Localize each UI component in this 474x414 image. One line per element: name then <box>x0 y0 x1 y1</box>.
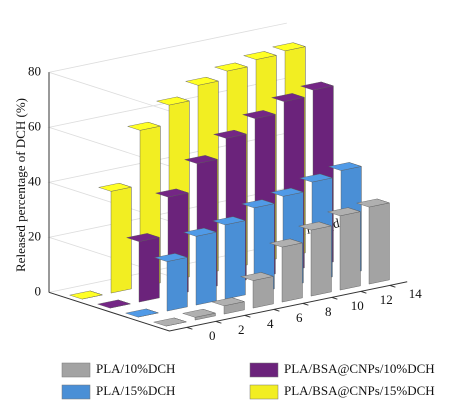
bar <box>297 221 333 297</box>
bar-top <box>210 297 246 307</box>
legend-swatch <box>61 384 91 400</box>
legend-label: PLA/15%DCH <box>96 383 175 398</box>
x-tick-label: 0 <box>209 328 216 343</box>
bar <box>239 272 275 309</box>
bar <box>211 216 247 300</box>
y-axis-label: Released percentage of DCH (%) <box>13 98 28 272</box>
bar-front <box>252 276 274 309</box>
bar-top <box>213 62 249 72</box>
bar-top <box>96 299 132 309</box>
legend-swatch <box>61 362 91 378</box>
bar-front <box>110 186 132 294</box>
legend-label: PLA/BSA@CNPs/15%DCH <box>284 383 435 398</box>
x-tick <box>186 326 193 330</box>
bar-top <box>297 221 333 231</box>
x-tick <box>331 296 338 300</box>
bar-top <box>97 182 133 192</box>
bar-front <box>310 225 332 297</box>
bar-top <box>125 233 161 242</box>
bar-top <box>298 173 334 183</box>
bar-top <box>212 129 248 139</box>
bar-top <box>242 51 278 60</box>
bar-front <box>281 242 303 303</box>
bar-top <box>124 308 160 318</box>
bar <box>125 233 161 303</box>
bar <box>96 299 132 309</box>
x-tick-label: 6 <box>296 310 303 325</box>
bar-front <box>195 231 217 306</box>
bar-top <box>271 42 307 52</box>
bar-top <box>299 81 335 91</box>
x-tick <box>302 302 309 306</box>
bar <box>210 297 246 315</box>
x-tick-label: 10 <box>351 298 364 313</box>
x-tick-label: 8 <box>325 304 332 319</box>
grid-line <box>47 22 287 112</box>
x-tick-label: 2 <box>238 322 245 337</box>
bar-top <box>211 216 247 226</box>
bar <box>268 238 304 303</box>
x-tick-label: 4 <box>267 316 274 331</box>
grid-line <box>47 77 287 167</box>
x-tick-label: 12 <box>380 292 393 307</box>
y-tick-label: 80 <box>28 63 41 78</box>
bar-top <box>183 155 219 164</box>
x-tick-label: 14 <box>409 286 423 301</box>
y-tick-label: 0 <box>35 283 42 298</box>
legend-swatch <box>249 384 279 400</box>
bar-top <box>68 290 104 300</box>
bar-top <box>239 272 275 281</box>
bar <box>124 308 160 318</box>
legend-label: PLA/BSA@CNPs/10%DCH <box>284 361 435 376</box>
bar <box>153 253 189 312</box>
bar-top <box>181 308 217 318</box>
bar <box>97 182 133 294</box>
bar <box>68 290 104 300</box>
bar-front <box>224 220 246 300</box>
legend-swatch <box>249 362 279 378</box>
bar-front <box>339 211 361 291</box>
bar <box>181 308 217 321</box>
x-tick <box>360 290 367 294</box>
y-tick-label: 60 <box>28 118 41 133</box>
bar-top <box>182 227 218 237</box>
bar <box>152 317 188 327</box>
bar-top <box>240 199 276 209</box>
bar-top <box>155 96 191 106</box>
bar-top <box>355 198 391 208</box>
legend-label: PLA/10%DCH <box>96 361 175 376</box>
bar-top <box>327 162 363 171</box>
bar-top <box>126 121 162 131</box>
bar-top <box>326 207 362 217</box>
base-axes <box>48 281 408 332</box>
bar-front <box>368 202 390 285</box>
bar <box>355 198 391 285</box>
bar-top <box>153 253 189 262</box>
bar-top <box>152 317 188 327</box>
bar-top <box>241 110 277 119</box>
x-tick <box>244 314 251 318</box>
x-tick <box>389 284 396 288</box>
x-tick <box>215 320 222 324</box>
bar <box>326 207 362 291</box>
x-tick <box>273 308 280 312</box>
bar <box>182 227 218 306</box>
bar-top <box>268 238 304 248</box>
bar-top <box>154 188 190 198</box>
y-tick-label: 20 <box>28 228 41 243</box>
bar-front <box>166 257 188 312</box>
bar-top <box>270 93 306 102</box>
y-tick-label: 40 <box>28 173 41 188</box>
bar-front <box>138 237 160 303</box>
bar-top <box>184 76 220 86</box>
bar-top <box>269 187 305 197</box>
